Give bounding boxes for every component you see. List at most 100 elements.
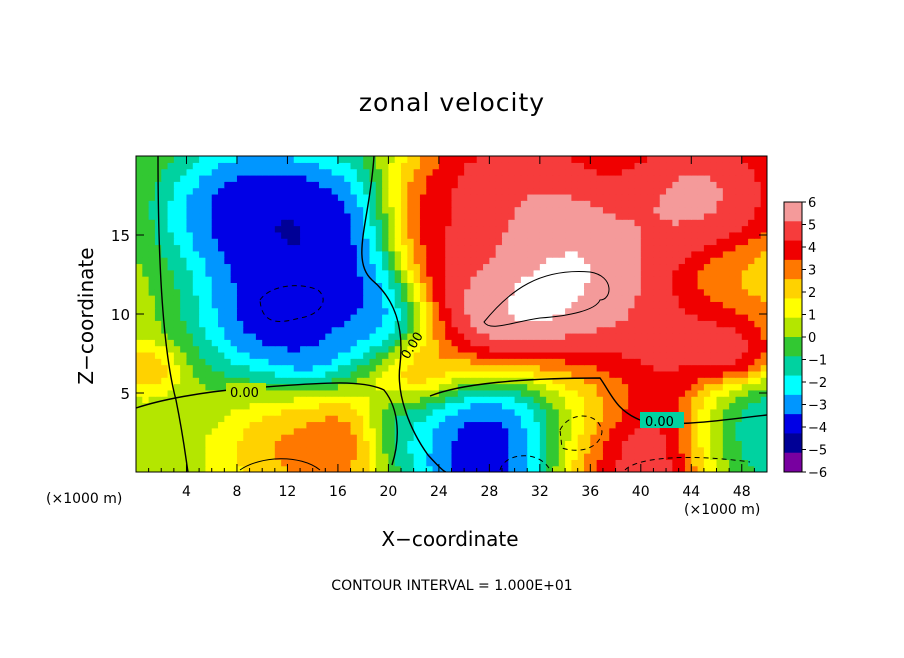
field-cell (584, 383, 591, 391)
field-cell (230, 193, 238, 201)
field-cell (407, 370, 415, 378)
field-cell (577, 301, 585, 309)
field-cell (476, 465, 484, 472)
field-cell (710, 415, 718, 423)
field-cell (748, 193, 755, 201)
field-cell (659, 263, 667, 271)
field-cell (634, 427, 642, 435)
field-cell (565, 370, 572, 378)
field-cell (350, 187, 358, 195)
field-cell (577, 225, 585, 233)
field-cell (312, 301, 320, 309)
field-cell (407, 225, 415, 233)
field-cell (640, 282, 648, 290)
field-cell (394, 282, 402, 290)
field-cell (590, 351, 598, 359)
field-cell (634, 326, 642, 334)
field-cell (287, 244, 295, 252)
field-cell (136, 383, 143, 391)
field-cell (142, 193, 150, 201)
field-cell (274, 301, 282, 309)
field-cell (647, 276, 655, 283)
field-cell (167, 206, 175, 214)
field-cell (520, 402, 528, 410)
field-cell (382, 453, 389, 460)
field-cell (287, 421, 295, 429)
field-cell (331, 427, 339, 435)
field-cell (640, 402, 648, 410)
field-cell (495, 427, 503, 435)
field-cell (590, 326, 598, 334)
field-cell (445, 434, 453, 441)
field-cell (722, 162, 730, 170)
field-cell (356, 162, 364, 170)
field-cell (653, 156, 661, 163)
field-cell (211, 193, 219, 201)
field-cell (520, 440, 528, 448)
field-cell (262, 181, 270, 189)
field-cell (413, 238, 421, 246)
field-cell (546, 307, 554, 315)
field-cell (205, 332, 213, 340)
field-cell (274, 250, 282, 258)
field-cell (520, 181, 528, 189)
field-cell (236, 465, 244, 472)
field-cell (325, 282, 333, 290)
field-cell (527, 345, 535, 353)
field-cell (760, 257, 767, 265)
field-cell (401, 307, 408, 315)
field-cell (552, 276, 560, 283)
field-cell (584, 446, 591, 454)
field-cell (666, 174, 673, 182)
field-cell (457, 459, 465, 467)
field-cell (634, 453, 642, 460)
field-cell (148, 307, 156, 315)
field-cell (634, 231, 642, 239)
field-cell (584, 320, 591, 328)
field-cell (666, 377, 673, 385)
field-cell (710, 174, 718, 182)
field-cell (413, 326, 421, 334)
field-cell (634, 276, 642, 283)
field-cell (161, 282, 169, 290)
field-cell (722, 212, 730, 220)
field-cell (262, 307, 270, 315)
field-cell (508, 440, 516, 448)
field-cell (413, 162, 421, 170)
field-cell (218, 383, 225, 391)
field-cell (413, 257, 421, 265)
field-cell (754, 162, 762, 170)
field-cell (584, 263, 591, 271)
field-cell (186, 364, 194, 372)
field-cell (148, 345, 156, 353)
field-cell (344, 434, 352, 441)
field-cell (508, 446, 516, 454)
field-cell (293, 383, 301, 391)
field-cell (243, 402, 251, 410)
field-cell (274, 440, 282, 448)
field-cell (274, 295, 282, 302)
field-cell (306, 219, 314, 227)
field-cell (483, 377, 490, 385)
field-cell (451, 339, 459, 347)
field-cell (337, 212, 345, 220)
field-cell (205, 358, 213, 366)
field-cell (729, 351, 737, 359)
field-cell (363, 288, 371, 296)
field-cell (230, 396, 238, 404)
field-cell (615, 408, 623, 416)
field-cell (211, 434, 219, 441)
field-cell (407, 314, 415, 321)
field-cell (508, 200, 516, 208)
field-cell (199, 427, 207, 435)
field-cell (527, 370, 535, 378)
field-cell (684, 383, 692, 391)
field-cell (634, 402, 642, 410)
field-cell (571, 415, 579, 423)
field-cell (300, 364, 307, 372)
field-cell (211, 320, 219, 328)
field-cell (697, 206, 705, 214)
field-cell (653, 383, 661, 391)
field-cell (741, 156, 749, 163)
field-cell (192, 408, 200, 416)
